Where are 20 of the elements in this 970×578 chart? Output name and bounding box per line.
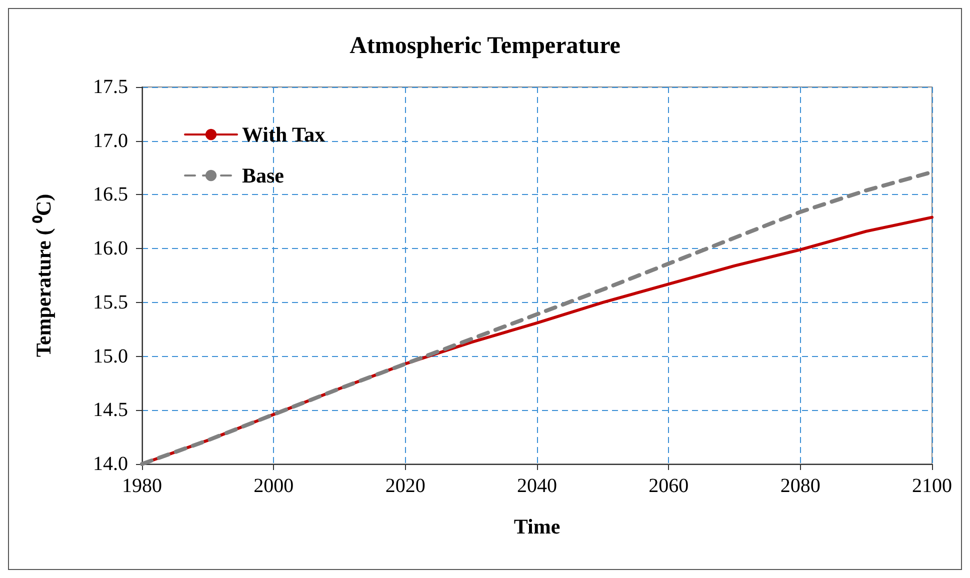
x-tick-label: 2100 [912,475,952,497]
y-tick-label: 17.0 [93,130,128,152]
y-tick-label: 14.0 [93,453,128,475]
y-tick-label: 17.5 [93,76,128,98]
y-tick-label: 16.5 [93,184,128,206]
chart-title: Atmospheric Temperature [350,33,621,59]
y-tick-label: 15.5 [93,291,128,314]
x-tick-label: 1980 [122,475,162,497]
y-axis-title: Temperature ( ⁰C) [32,194,56,358]
x-tick-label: 2080 [780,475,820,497]
y-tick-label: 14.5 [93,399,128,422]
x-tick-label: 2060 [648,475,689,497]
legend-label: With Tax [242,122,326,146]
x-tick-label: 2040 [517,475,557,497]
y-tick-label: 15.0 [93,345,128,368]
y-tick-label: 16.0 [93,238,128,260]
legend-label: Base [242,164,284,188]
x-axis-title: Time [514,514,560,538]
x-tick-label: 2000 [254,475,294,497]
x-tick-label: 2020 [385,475,426,497]
